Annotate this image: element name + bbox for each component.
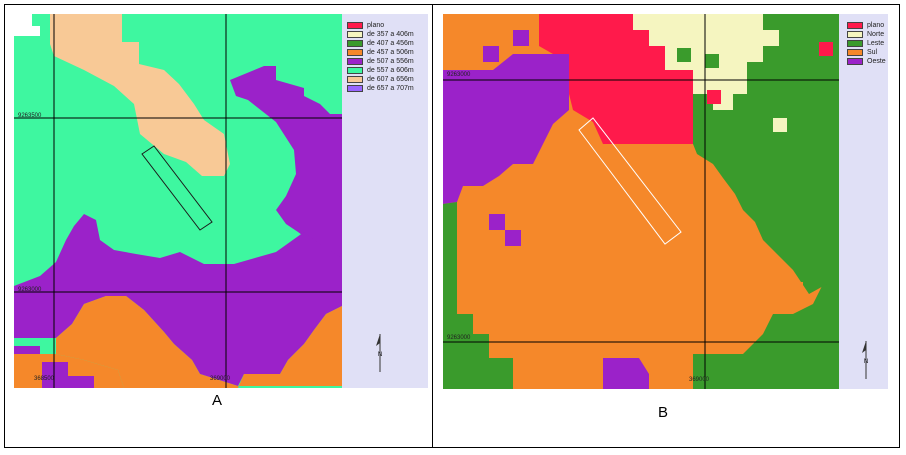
map-nodata-area	[14, 14, 32, 26]
legend-label: de 507 a 556m	[367, 58, 414, 65]
north-label: N	[864, 359, 868, 365]
legend-swatch	[847, 49, 863, 56]
map-area-457-506	[56, 296, 342, 388]
legend-swatch	[347, 76, 363, 83]
legend-item: de 357 a 406m	[347, 30, 414, 39]
map-area-oeste	[483, 46, 499, 62]
legend-item: Norte	[847, 30, 886, 39]
elevation-legend: plano de 357 a 406m de 407 a 456m de 457 a …	[347, 21, 414, 93]
coord-label-north: 9263500	[18, 113, 42, 119]
north-arrow-icon: N	[376, 334, 382, 372]
legend-label: plano	[367, 22, 385, 29]
map-area-plano	[539, 14, 693, 144]
aspect-map-panel: plano Norte Leste Sul Oeste 9263000 9263000 …	[443, 14, 888, 389]
map-area-leste	[705, 54, 719, 68]
legend-label: plano	[867, 22, 885, 29]
map-area-norte	[773, 118, 787, 132]
coord-label-north: 9263000	[18, 287, 42, 293]
map-area-507-556	[14, 214, 342, 386]
coord-label-east: 369000	[689, 377, 710, 383]
map-area-507-556	[42, 362, 94, 388]
map-area-oeste	[603, 358, 649, 389]
panel-caption-a: A	[212, 392, 223, 409]
map-area-607-656	[50, 14, 230, 176]
legend-swatch	[847, 31, 863, 38]
map-area-507-556	[14, 346, 40, 354]
legend-swatch	[347, 58, 363, 65]
legend-swatch	[347, 67, 363, 74]
legend-item: de 607 a 656m	[347, 75, 414, 84]
coord-label-north: 9263000	[447, 335, 471, 341]
legend-item: Oeste	[847, 57, 886, 66]
map-area-sul	[773, 264, 787, 278]
study-area-outline	[141, 145, 213, 231]
legend-item: Sul	[847, 48, 886, 57]
legend-swatch	[847, 40, 863, 47]
north-arrow-icon: N	[862, 341, 868, 379]
legend-swatch	[847, 22, 863, 29]
legend-label: de 607 a 656m	[367, 76, 414, 83]
legend-item: plano	[847, 21, 886, 30]
aspect-legend: plano Norte Leste Sul Oeste	[847, 21, 886, 66]
legend-label: de 457 a 506m	[367, 49, 414, 56]
coord-label-east: 368500	[34, 376, 55, 382]
map-area-oeste	[505, 230, 521, 246]
map-area-plano	[707, 90, 721, 104]
legend-label: de 357 a 406m	[367, 31, 414, 38]
panel-caption-b: B	[658, 404, 669, 421]
elevation-map-panel: plano de 357 a 406m de 407 a 456m de 457 a …	[14, 14, 428, 388]
legend-item: de 557 a 606m	[347, 66, 414, 75]
legend-label: de 557 a 606m	[367, 67, 414, 74]
legend-item: Leste	[847, 39, 886, 48]
legend-item: plano	[347, 21, 414, 30]
study-area-outline	[578, 117, 682, 245]
panel-divider	[432, 4, 433, 448]
map-area-oeste	[443, 54, 569, 204]
map-area-oeste	[513, 30, 529, 46]
elevation-map	[14, 14, 428, 388]
legend-label: Sul	[867, 49, 878, 56]
map-area-oeste	[489, 214, 505, 230]
legend-item: de 407 a 456m	[347, 39, 414, 48]
legend-label: Norte	[867, 31, 885, 38]
map-area-457-506	[14, 354, 124, 388]
legend-item: de 657 a 707m	[347, 84, 414, 93]
legend-swatch	[347, 31, 363, 38]
map-area-sul	[789, 282, 803, 296]
north-label: N	[378, 352, 382, 358]
legend-item: de 507 a 556m	[347, 57, 414, 66]
legend-label: de 657 a 707m	[367, 85, 414, 92]
legend-label: Oeste	[867, 58, 886, 65]
legend-label: de 407 a 456m	[367, 40, 414, 47]
figure-frame	[4, 4, 900, 448]
map-area-507-556	[230, 66, 342, 294]
coord-label-east: 369000	[210, 376, 231, 382]
legend-label: Leste	[867, 40, 885, 47]
map-area-leste	[677, 48, 691, 62]
legend-item: de 457 a 506m	[347, 48, 414, 57]
map-area-plano	[819, 42, 833, 56]
legend-swatch	[347, 22, 363, 29]
legend-swatch	[347, 85, 363, 92]
coord-label-north: 9263000	[447, 72, 471, 78]
legend-background	[839, 14, 888, 389]
aspect-map	[443, 14, 888, 389]
legend-swatch	[847, 58, 863, 65]
legend-swatch	[347, 40, 363, 47]
map-area-sul	[743, 264, 757, 278]
map-nodata-area	[14, 26, 40, 36]
legend-swatch	[347, 49, 363, 56]
